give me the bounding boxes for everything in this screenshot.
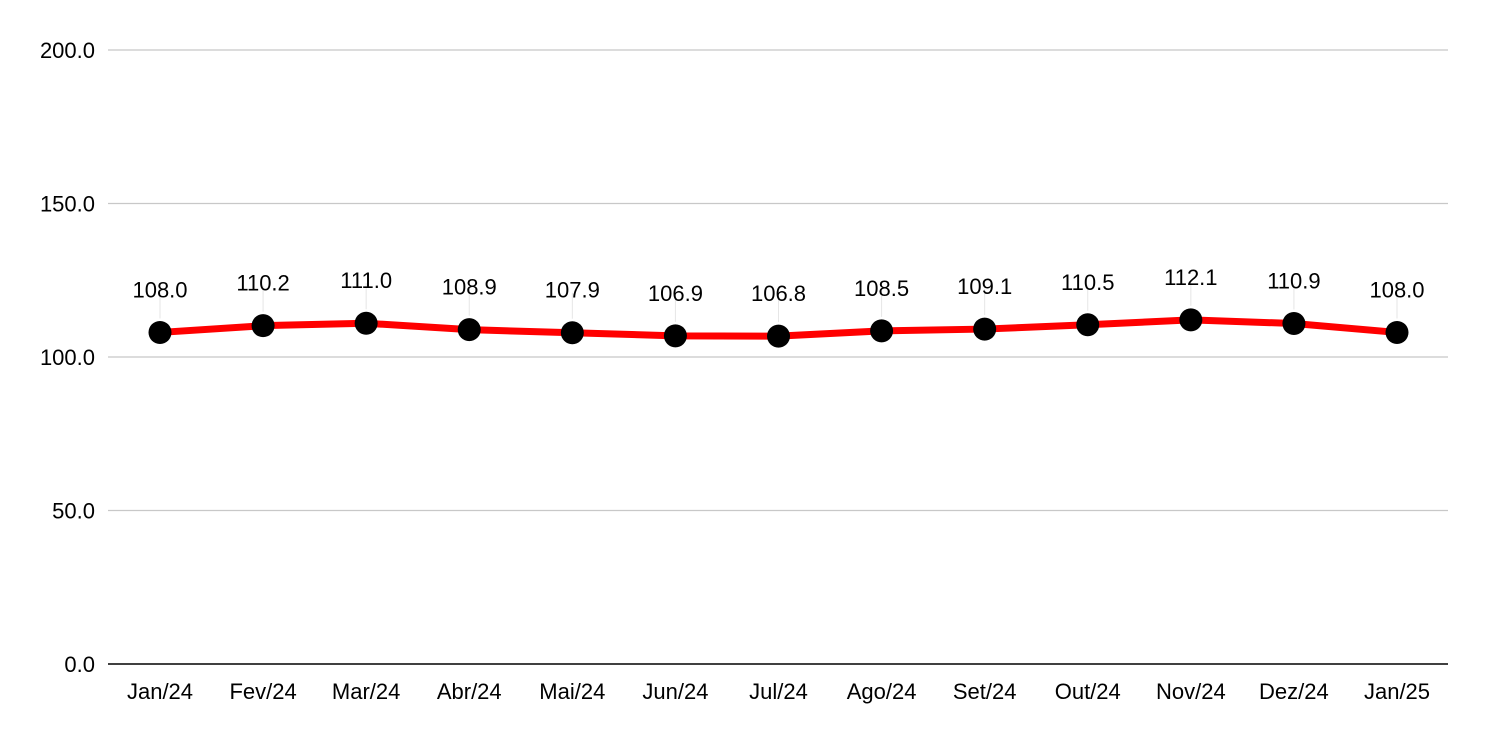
data-label: 107.9 <box>545 278 600 303</box>
x-tick-label: Jun/24 <box>642 679 708 704</box>
data-point <box>1179 308 1203 332</box>
x-tick-label: Ago/24 <box>847 679 917 704</box>
x-tick-label: Fev/24 <box>229 679 296 704</box>
x-tick-label: Mar/24 <box>332 679 400 704</box>
data-label: 106.8 <box>751 281 806 306</box>
data-point <box>560 321 584 345</box>
data-point <box>973 317 997 341</box>
data-point <box>663 324 687 348</box>
data-label: 108.0 <box>132 277 187 302</box>
y-tick-label: 50.0 <box>52 499 95 524</box>
data-point <box>148 320 172 344</box>
data-label: 110.5 <box>1061 270 1114 295</box>
y-tick-label: 100.0 <box>40 345 95 370</box>
data-labels: 108.0 110.2 111.0 108.9 107.9 106.9 106.8 108.5… <box>132 265 1424 306</box>
x-tick-label: Out/24 <box>1055 679 1121 704</box>
data-point <box>354 311 378 335</box>
y-axis-tick-labels: 0.0 50.0 100.0 150.0 200.0 <box>40 38 95 677</box>
data-point <box>1282 312 1306 336</box>
x-tick-label: Abr/24 <box>437 679 502 704</box>
data-label: 111.0 <box>340 268 392 293</box>
x-axis-tick-labels: Jan/24 Fev/24 Mar/24 Abr/24 Mai/24 Jun/24 Jul/… <box>127 679 1430 704</box>
data-label: 110.9 <box>1267 269 1320 294</box>
gridlines <box>108 49 1448 512</box>
data-point <box>870 319 894 343</box>
x-tick-label: Nov/24 <box>1156 679 1226 704</box>
data-label: 112.1 <box>1164 265 1217 290</box>
data-point-markers <box>148 308 1409 348</box>
x-tick-label: Mai/24 <box>539 679 605 704</box>
y-tick-label: 200.0 <box>40 38 95 63</box>
data-point <box>1385 320 1409 344</box>
x-tick-label: Jan/25 <box>1364 679 1430 704</box>
data-label: 108.9 <box>442 275 497 300</box>
data-label: 108.5 <box>854 276 909 301</box>
data-point <box>251 314 275 338</box>
x-tick-label: Jan/24 <box>127 679 193 704</box>
x-tick-label: Dez/24 <box>1259 679 1329 704</box>
y-tick-label: 150.0 <box>40 192 95 217</box>
data-label: 109.1 <box>957 274 1012 299</box>
y-tick-label: 0.0 <box>64 652 95 677</box>
data-label: 110.2 <box>236 271 289 296</box>
data-label: 106.9 <box>648 281 703 306</box>
data-point <box>1076 313 1100 337</box>
data-point <box>767 324 790 348</box>
data-point <box>457 318 481 342</box>
x-tick-label: Set/24 <box>953 679 1017 704</box>
x-tick-label: Jul/24 <box>749 679 808 704</box>
data-label: 108.0 <box>1369 277 1424 302</box>
